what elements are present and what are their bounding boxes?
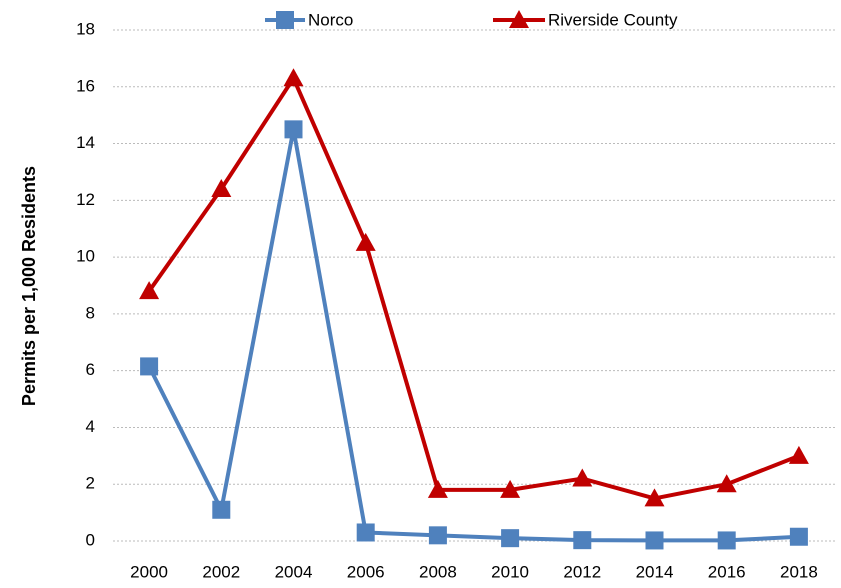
data-point <box>716 474 737 493</box>
legend-label: Riverside County <box>548 10 678 29</box>
y-tick-label: 4 <box>86 417 95 436</box>
y-tick-label: 6 <box>86 360 95 379</box>
x-tick-label: 2010 <box>491 562 529 581</box>
data-point <box>500 479 521 498</box>
y-tick-label: 18 <box>76 19 95 38</box>
y-tick-label: 10 <box>76 247 95 266</box>
data-point <box>501 529 520 548</box>
y-tick-label: 8 <box>86 303 95 322</box>
data-point <box>645 531 664 550</box>
y-tick-label: 16 <box>76 76 95 95</box>
legend-marker <box>509 10 529 28</box>
y-tick-label: 0 <box>86 530 95 549</box>
y-tick-label: 2 <box>86 474 95 493</box>
data-point <box>572 468 593 487</box>
data-point <box>644 488 665 507</box>
data-point <box>788 445 809 464</box>
data-point <box>211 178 232 197</box>
y-axis-label: Permits per 1,000 Residents <box>19 166 39 406</box>
y-tick-label: 14 <box>76 133 95 152</box>
x-tick-label: 2002 <box>202 562 240 581</box>
data-point <box>139 281 160 300</box>
data-point <box>427 479 448 498</box>
y-tick-label: 12 <box>76 190 95 209</box>
x-tick-label: 2018 <box>780 562 818 581</box>
data-point <box>573 531 592 550</box>
x-tick-label: 2008 <box>419 562 457 581</box>
x-tick-label: 2016 <box>708 562 746 581</box>
data-point <box>789 527 808 546</box>
data-point <box>283 68 304 87</box>
data-point <box>140 357 159 376</box>
data-point <box>717 531 736 550</box>
data-point <box>212 500 231 519</box>
x-tick-label: 2012 <box>563 562 601 581</box>
series-line <box>147 127 800 543</box>
data-point <box>355 232 376 251</box>
data-point <box>428 526 447 545</box>
series-line <box>147 76 800 501</box>
legend-label: Norco <box>308 10 353 29</box>
data-point <box>284 120 303 139</box>
x-tick-label: 2000 <box>130 562 168 581</box>
x-tick-label: 2006 <box>347 562 385 581</box>
data-point <box>356 523 375 542</box>
legend-marker <box>276 11 294 29</box>
x-tick-label: 2004 <box>275 562 313 581</box>
x-tick-label: 2014 <box>636 562 674 581</box>
